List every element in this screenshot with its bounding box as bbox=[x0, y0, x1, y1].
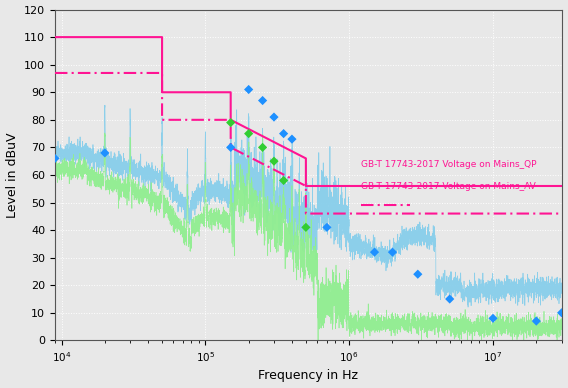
Point bbox=[258, 144, 267, 151]
X-axis label: Frequency in Hz: Frequency in Hz bbox=[258, 369, 358, 383]
Y-axis label: Level in dBuV: Level in dBuV bbox=[6, 132, 19, 218]
Point bbox=[557, 310, 566, 316]
Point bbox=[370, 249, 379, 255]
Point bbox=[388, 249, 397, 255]
Point bbox=[269, 158, 278, 164]
Point bbox=[488, 315, 498, 321]
Point bbox=[323, 224, 332, 230]
Point bbox=[414, 271, 423, 277]
Point bbox=[269, 114, 278, 120]
Point bbox=[445, 296, 454, 302]
Point bbox=[258, 97, 267, 104]
Point bbox=[101, 150, 110, 156]
Point bbox=[279, 177, 288, 184]
Point bbox=[532, 318, 541, 324]
Text: GB-T 17743-2017 Voltage on Mains_AV: GB-T 17743-2017 Voltage on Mains_AV bbox=[361, 182, 535, 191]
Point bbox=[51, 155, 60, 161]
Point bbox=[279, 130, 288, 137]
Point bbox=[226, 120, 235, 126]
Point bbox=[287, 136, 296, 142]
Point bbox=[226, 144, 235, 151]
Point bbox=[244, 130, 253, 137]
Point bbox=[244, 87, 253, 93]
Point bbox=[302, 224, 311, 230]
Text: GB-T 17743-2017 Voltage on Mains_QP: GB-T 17743-2017 Voltage on Mains_QP bbox=[361, 160, 536, 169]
